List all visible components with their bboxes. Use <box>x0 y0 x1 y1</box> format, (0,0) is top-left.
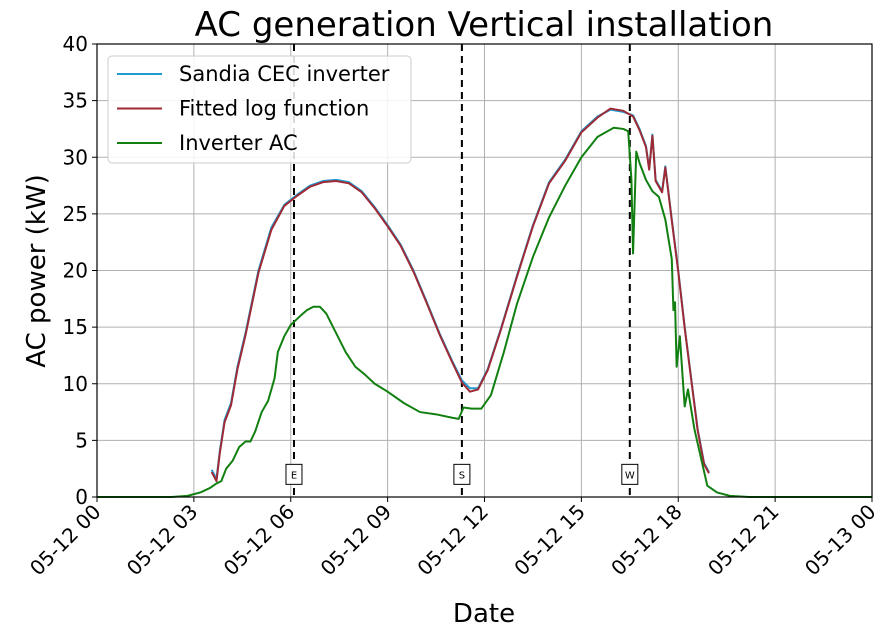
y-tick-label: 25 <box>63 202 88 226</box>
series-line <box>210 107 710 483</box>
series-lines <box>97 107 872 498</box>
marker-label-box <box>453 463 471 485</box>
x-tick-label: 05-12 12 <box>412 500 493 581</box>
legend-label: Inverter AC <box>179 131 298 155</box>
marker-label-box <box>621 463 639 485</box>
chart-title: AC generation Vertical installation <box>195 5 774 45</box>
legend: Sandia CEC inverter Fitted log function In… <box>107 55 412 164</box>
y-tick-label: 10 <box>63 372 88 396</box>
legend-label: Sandia CEC inverter <box>179 62 390 86</box>
marker-label: S <box>459 470 465 481</box>
legend-box <box>107 55 412 164</box>
y-tick-label: 30 <box>63 145 88 169</box>
x-tick-label: 05-12 06 <box>219 500 300 581</box>
legend-label: Fitted log function <box>179 97 369 121</box>
x-tick-label: 05-12 21 <box>703 500 784 581</box>
y-tick-label: 15 <box>63 315 88 339</box>
series-line <box>210 108 710 480</box>
marker-label: W <box>625 470 635 481</box>
y-axis-label: AC power (kW) <box>22 174 52 367</box>
x-tick-label: 05-12 00 <box>25 500 106 581</box>
x-tick-label: 05-12 18 <box>606 500 687 581</box>
y-tick-label: 20 <box>63 259 88 283</box>
marker-label-box <box>285 463 303 485</box>
x-axis-label: Date <box>453 599 515 629</box>
x-tick-label: 05-13 00 <box>800 500 881 581</box>
axes <box>92 43 873 502</box>
marker-label: E <box>291 470 297 481</box>
y-tick-label: 35 <box>63 89 88 113</box>
y-tick-label: 5 <box>75 428 88 452</box>
x-tick-label: 05-12 15 <box>509 500 590 581</box>
y-tick-label: 0 <box>75 485 88 509</box>
x-tick-label: 05-12 03 <box>122 500 203 581</box>
y-tick-label: 40 <box>63 32 88 56</box>
x-tick-label: 05-12 09 <box>316 500 397 581</box>
series-line <box>97 126 872 498</box>
